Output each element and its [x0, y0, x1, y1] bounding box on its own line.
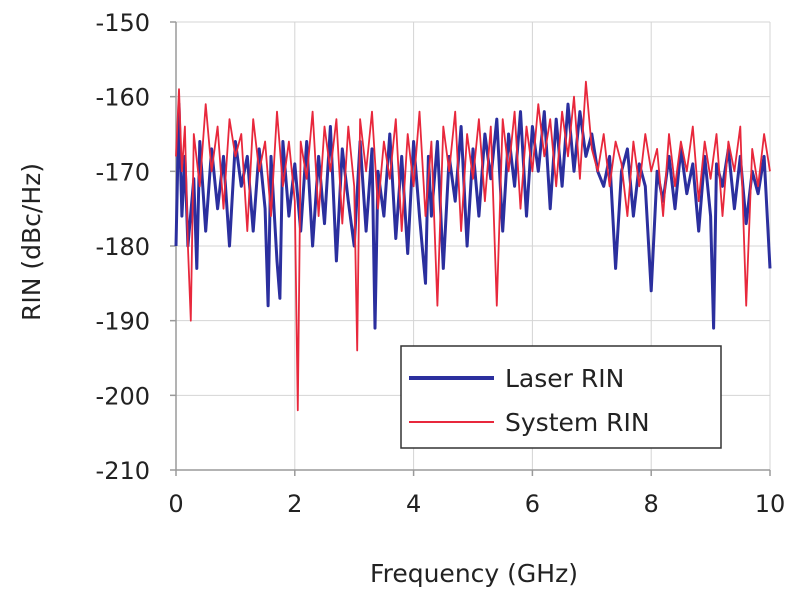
- legend-label-system-rin: System RIN: [505, 408, 650, 437]
- y-tick-label: -150: [96, 9, 150, 37]
- x-tick-label: 2: [287, 490, 302, 518]
- y-tick-label: -160: [96, 84, 150, 112]
- legend-label-laser-rin: Laser RIN: [505, 364, 624, 393]
- y-tick-label: -210: [96, 457, 150, 485]
- series-line-system-rin: [175, 80, 771, 412]
- x-tick-label: 8: [644, 490, 659, 518]
- tick-labels: 0 2 4 6 8 10 -150 -160 -170 -180 -190 -200 -210: [96, 9, 786, 518]
- x-tick-label: 4: [406, 490, 421, 518]
- y-axis-title: RIN (dBc/Hz): [17, 163, 46, 321]
- x-tick-label: 0: [168, 490, 183, 518]
- y-tick-label: -200: [96, 382, 150, 410]
- legend-box: [400, 345, 722, 449]
- y-tick-label: -190: [96, 308, 150, 336]
- x-tick-label: 10: [755, 490, 786, 518]
- y-tick-label: -180: [96, 233, 150, 261]
- series-line-laser-rin: [174, 102, 772, 330]
- x-tick-label: 6: [525, 490, 540, 518]
- legend: Laser RIN System RIN: [400, 345, 722, 449]
- x-axis-title: Frequency (GHz): [370, 559, 578, 588]
- series-layer: [174, 80, 772, 412]
- y-tick-label: -170: [96, 158, 150, 186]
